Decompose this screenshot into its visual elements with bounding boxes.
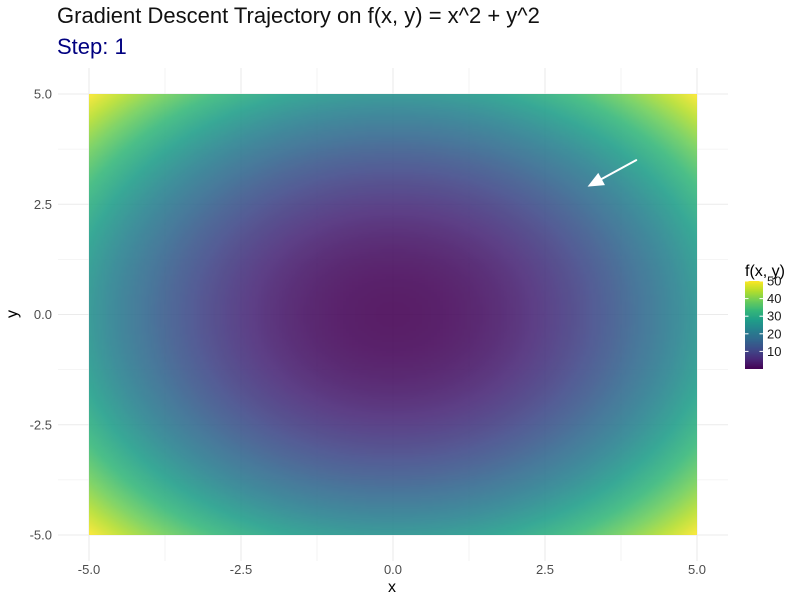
heatmap-area: [89, 94, 697, 535]
legend-colorbar: [745, 281, 763, 369]
y-axis-title: y: [4, 310, 21, 318]
legend-title: f(x, y): [745, 263, 785, 280]
chart-title: Gradient Descent Trajectory on f(x, y) =…: [57, 3, 540, 28]
trajectory-arrow-shaft: [600, 159, 638, 180]
y-tick-label: 5.0: [34, 87, 52, 102]
x-tick-label: 0.0: [384, 562, 402, 577]
y-axis-ticks: -5.0 -2.5 0.0 2.5 5.0: [30, 87, 52, 543]
legend-tick-label: 20: [767, 326, 781, 341]
y-tick-label: -2.5: [30, 417, 52, 432]
legend-ticks: 10 20 30 40 50: [745, 274, 781, 359]
chart-subtitle: Step: 1: [57, 34, 127, 59]
trajectory-arrow-head: [587, 172, 605, 187]
legend-tick-label: 30: [767, 309, 781, 324]
legend-tick-label: 50: [767, 274, 781, 289]
y-tick-label: 2.5: [34, 197, 52, 212]
x-axis-ticks: -5.0 -2.5 0.0 2.5 5.0: [78, 562, 706, 577]
heatmap-fill: [89, 94, 697, 535]
x-tick-label: 2.5: [536, 562, 554, 577]
legend: f(x, y) 10 20 30 40 50: [745, 263, 785, 369]
x-tick-label: -5.0: [78, 562, 100, 577]
y-tick-label: -5.0: [30, 528, 52, 543]
x-tick-label: -2.5: [230, 562, 252, 577]
trajectory-arrows: [587, 159, 638, 187]
legend-tick-label: 10: [767, 344, 781, 359]
legend-tick-label: 40: [767, 291, 781, 306]
y-tick-label: 0.0: [34, 307, 52, 322]
x-tick-label: 5.0: [688, 562, 706, 577]
x-axis-title: x: [388, 579, 396, 596]
